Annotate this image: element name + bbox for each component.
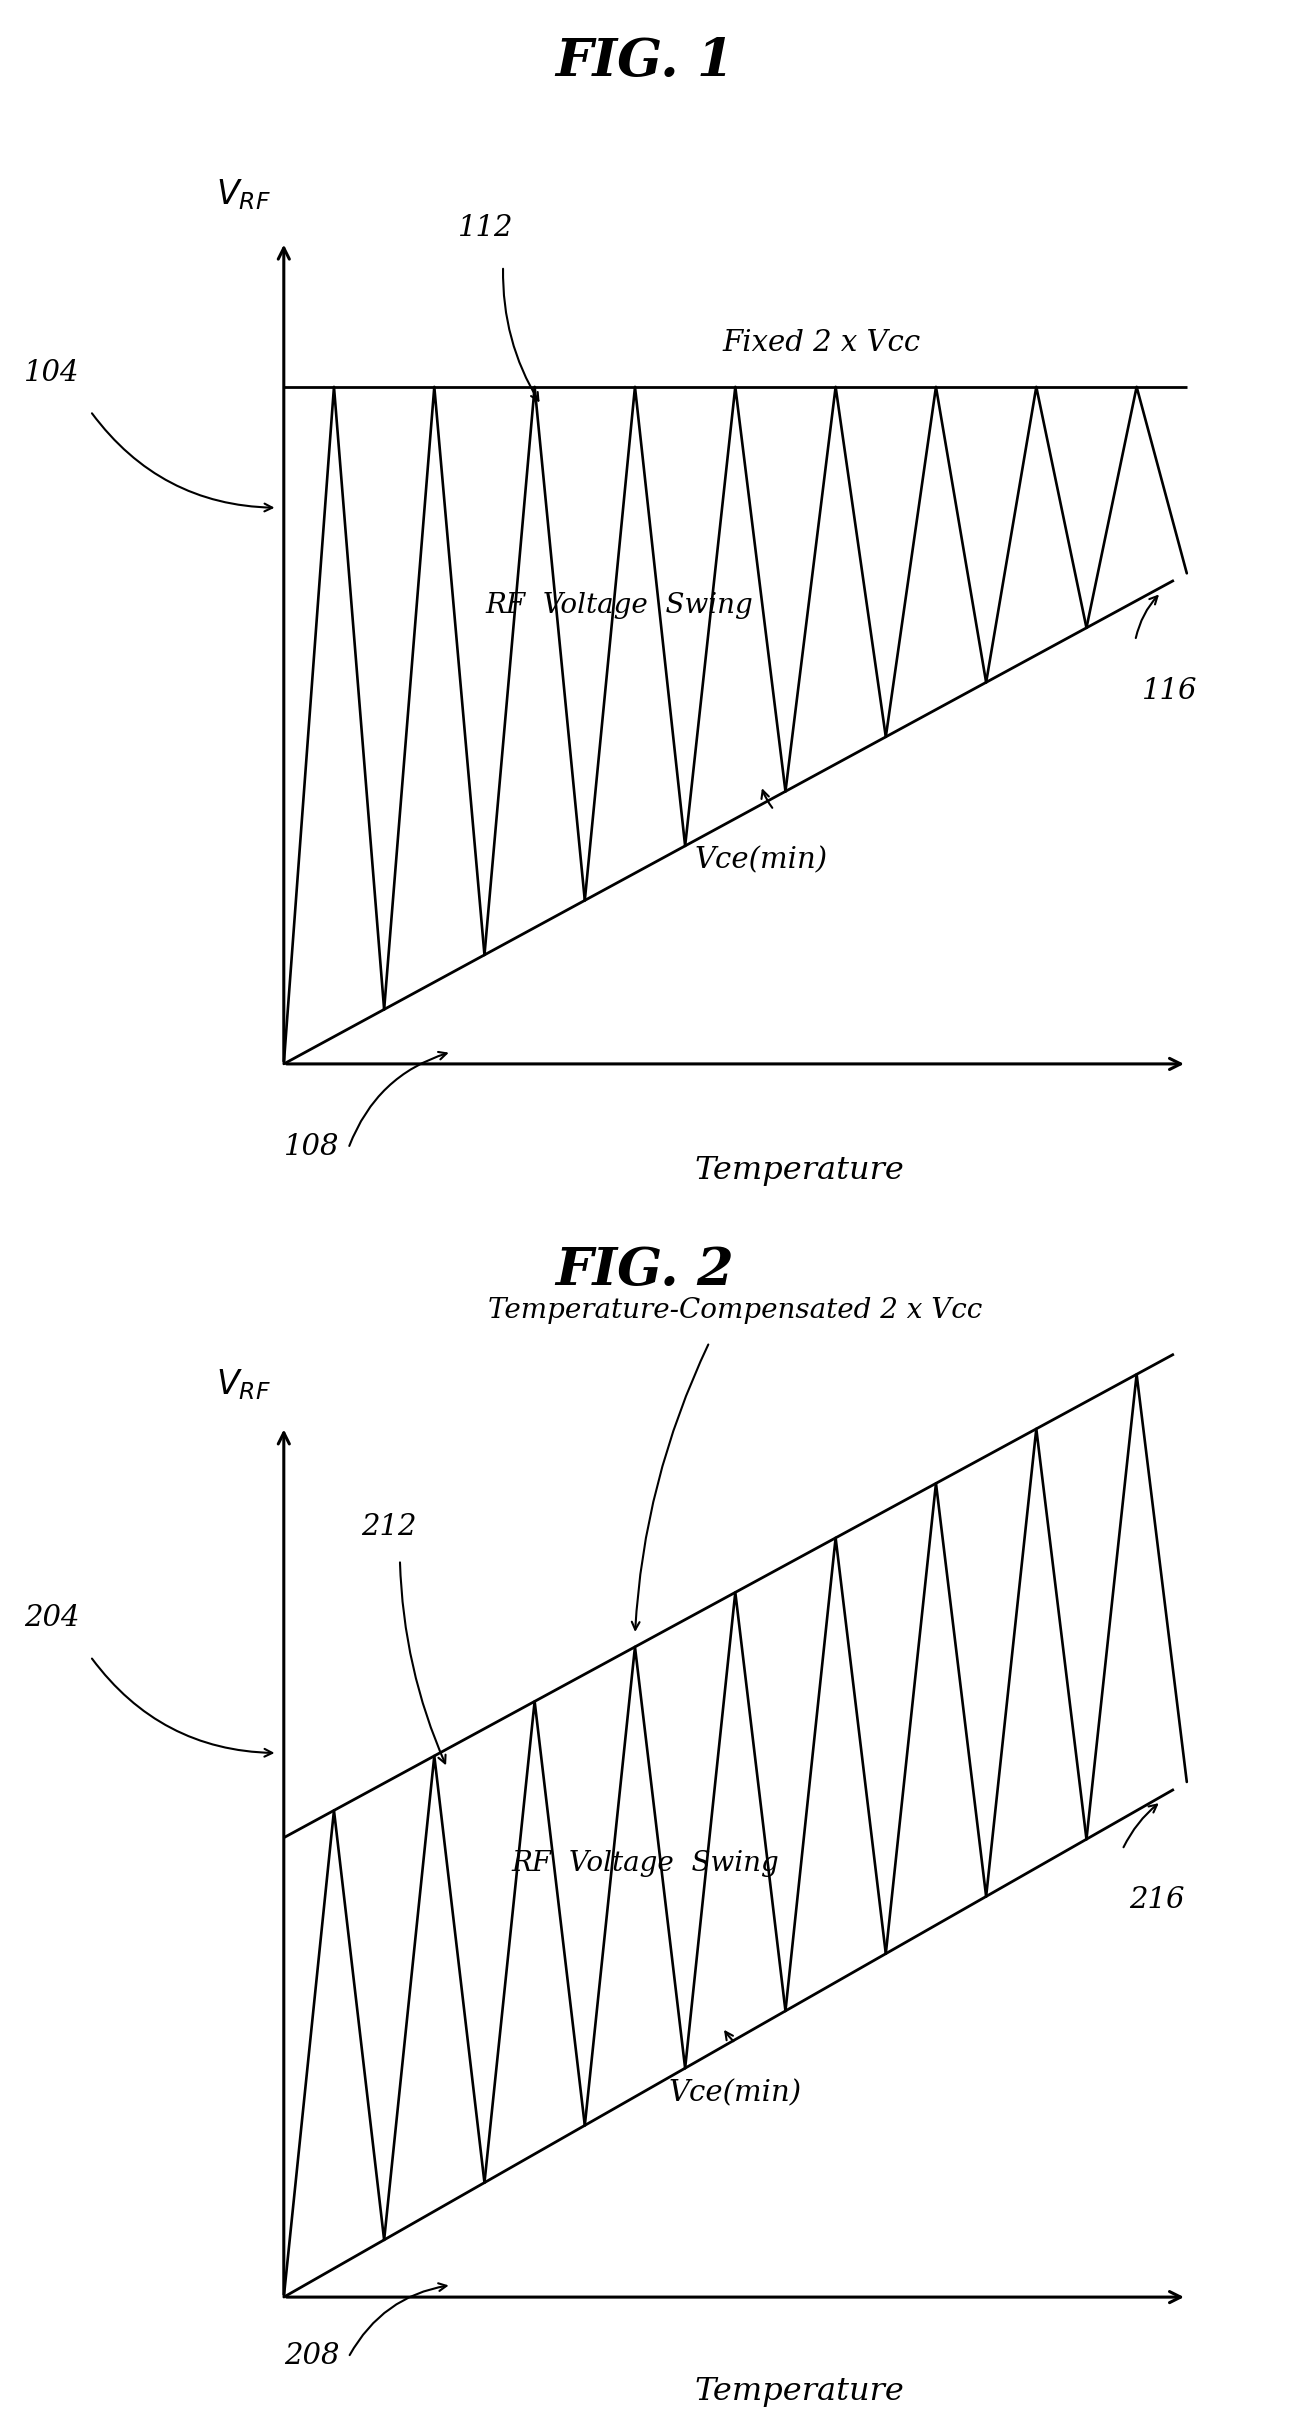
Text: 104: 104: [23, 358, 80, 387]
Text: RF  Voltage  Swing: RF Voltage Swing: [485, 592, 753, 619]
Text: 108: 108: [284, 1132, 339, 1161]
Text: 216: 216: [1129, 1886, 1184, 1915]
Text: Fixed 2 x Vcc: Fixed 2 x Vcc: [722, 329, 921, 355]
Text: 112: 112: [458, 213, 513, 242]
Text: 116: 116: [1142, 677, 1197, 706]
Text: Temperature-Compensated 2 x Vcc: Temperature-Compensated 2 x Vcc: [488, 1296, 983, 1325]
Text: RF  Voltage  Swing: RF Voltage Swing: [511, 1850, 779, 1876]
Text: FIG. 2: FIG. 2: [556, 1245, 734, 1296]
Text: 204: 204: [23, 1603, 80, 1632]
Text: 208: 208: [284, 2341, 339, 2370]
Text: Temperature: Temperature: [695, 1156, 904, 1185]
Text: $V_{RF}$: $V_{RF}$: [217, 177, 271, 210]
Text: 212: 212: [361, 1514, 417, 1543]
Text: Vce(min): Vce(min): [668, 2079, 802, 2108]
Text: Temperature: Temperature: [695, 2374, 904, 2406]
Text: Vce(min): Vce(min): [694, 846, 828, 875]
Text: $V_{RF}$: $V_{RF}$: [217, 1369, 271, 1402]
Text: FIG. 1: FIG. 1: [556, 36, 734, 87]
